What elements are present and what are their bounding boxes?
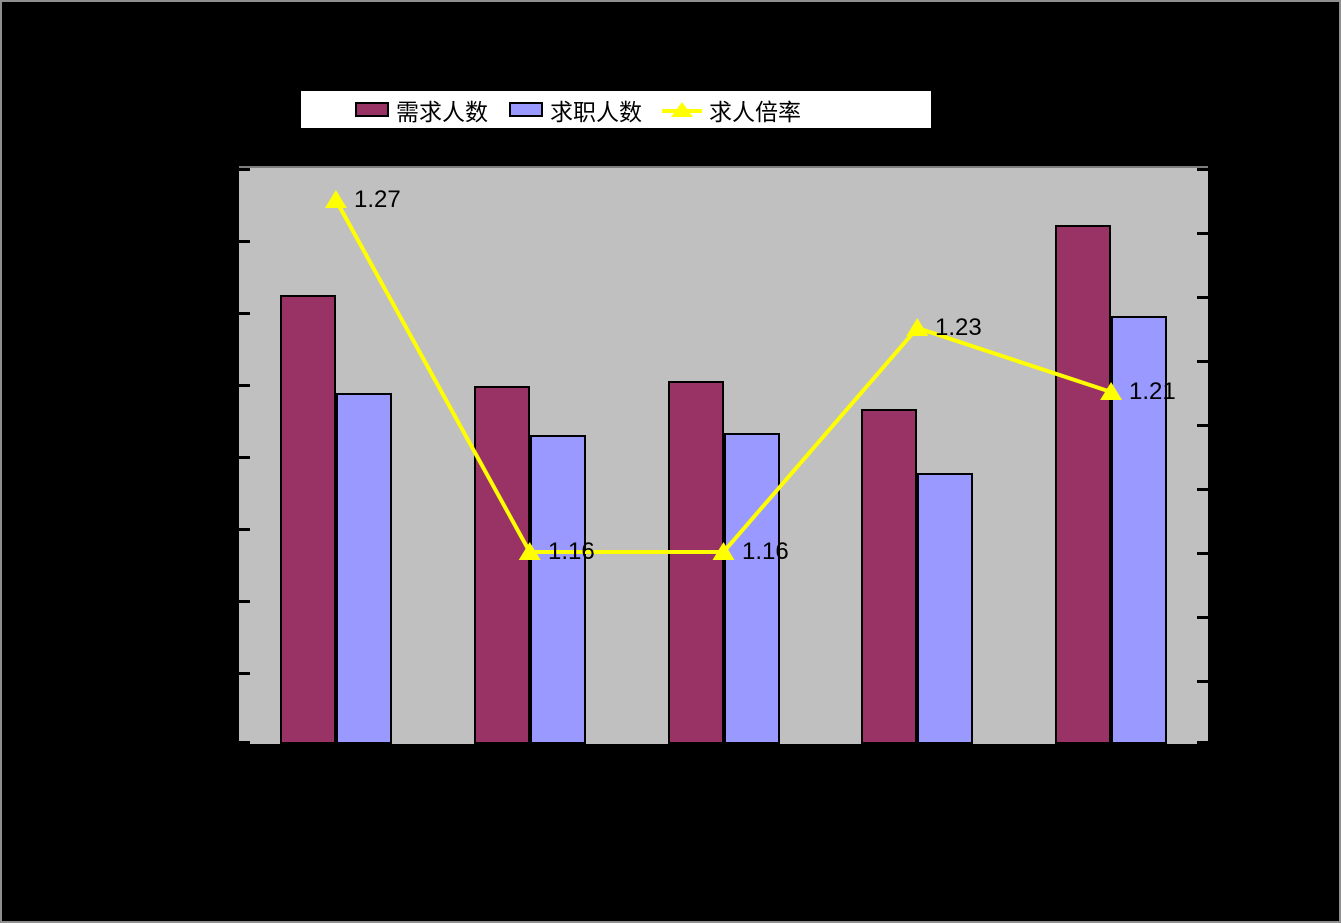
y-axis-tick-right — [1197, 616, 1208, 619]
ratio-line-swatch-icon — [662, 101, 702, 119]
y-axis-tick-left — [239, 240, 250, 243]
ratio-data-label: 1.27 — [354, 186, 401, 213]
y-axis-tick-right — [1197, 360, 1208, 363]
y-axis-tick-right — [1197, 680, 1208, 683]
seekers-bar — [1111, 316, 1167, 744]
demand-bar — [1055, 225, 1111, 744]
y-axis-tick-right — [1197, 741, 1208, 744]
y-axis-tick-right — [1197, 488, 1208, 491]
y-axis-line — [237, 168, 239, 746]
demand-swatch-icon — [355, 102, 389, 117]
ratio-marker-icon — [518, 542, 541, 560]
demand-bar — [474, 386, 530, 744]
ratio-data-label: 1.23 — [935, 314, 982, 341]
seekers-bar — [917, 473, 973, 744]
ratio-data-label: 1.16 — [548, 538, 595, 565]
ratio-line — [324, 190, 1123, 560]
ratio-marker-icon — [712, 542, 735, 560]
demand-bar — [861, 409, 917, 744]
y-axis-tick-right — [1197, 232, 1208, 235]
y-axis-tick-left — [239, 456, 250, 459]
legend-item-ratio: 求人倍率 — [662, 91, 801, 128]
legend-item-demand: 需求人数 — [355, 91, 488, 128]
seekers-bar — [336, 393, 392, 744]
ratio-marker-icon — [324, 190, 347, 208]
y-axis-tick-right — [1197, 168, 1208, 171]
seekers-swatch-icon — [509, 102, 543, 117]
demand-bar — [668, 381, 724, 744]
y-axis-tick-left — [239, 384, 250, 387]
x-axis-line — [237, 744, 1210, 746]
legend-label-demand: 需求人数 — [396, 98, 488, 125]
y-axis-tick-left — [239, 168, 250, 171]
y-axis-tick-left — [239, 672, 250, 675]
y-axis-tick-left — [239, 600, 250, 603]
triangle-marker-icon — [671, 101, 693, 117]
seekers-bar — [530, 435, 586, 744]
ratio-data-label: 1.21 — [1129, 378, 1176, 405]
legend-label-ratio: 求人倍率 — [709, 98, 801, 125]
demand-bar — [280, 295, 336, 744]
legend: 需求人数 求职人数 求人倍率 — [299, 89, 933, 130]
y-axis-tick-right — [1197, 424, 1208, 427]
legend-item-seekers: 求职人数 — [509, 91, 642, 128]
y-axis-tick-left — [239, 312, 250, 315]
plot-area: 1.27 1.16 1.16 1.23 1.21 — [237, 166, 1210, 746]
ratio-data-label: 1.16 — [742, 538, 789, 565]
ratio-marker-icon — [906, 318, 929, 336]
y-axis-tick-left — [239, 741, 250, 744]
y-axis-tick-right — [1197, 296, 1208, 299]
seekers-bar — [724, 433, 780, 744]
y-axis-tick-right — [1197, 552, 1208, 555]
ratio-marker-icon — [1100, 382, 1123, 400]
legend-label-seekers: 求职人数 — [550, 98, 642, 125]
y-axis-tick-left — [239, 528, 250, 531]
